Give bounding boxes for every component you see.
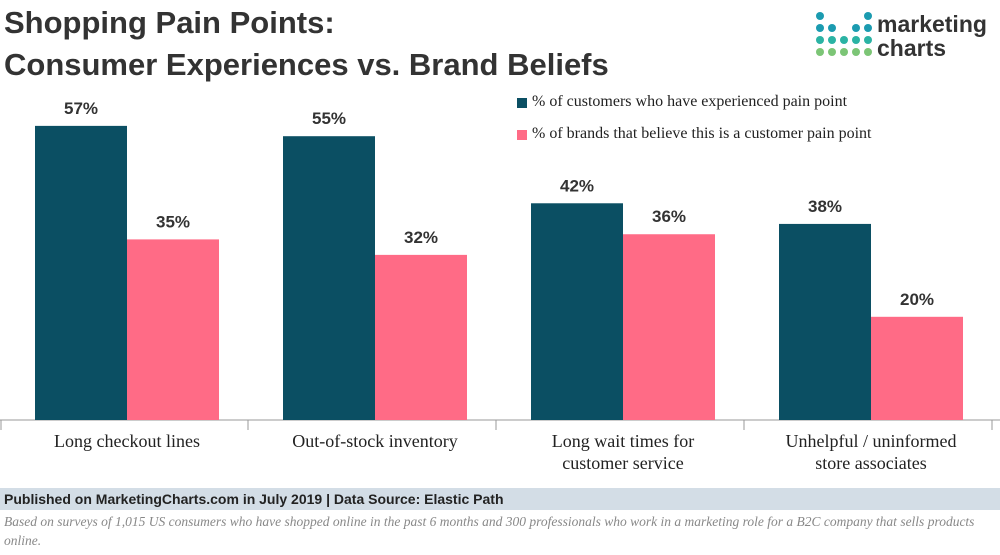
value-label: 57% bbox=[64, 99, 98, 118]
value-label: 32% bbox=[404, 228, 438, 247]
legend-swatch bbox=[517, 130, 527, 140]
value-label: 35% bbox=[156, 212, 190, 231]
value-label: 42% bbox=[560, 176, 594, 195]
value-label: 55% bbox=[312, 109, 346, 128]
chart-title: Shopping Pain Points: Consumer Experienc… bbox=[4, 5, 609, 82]
bar bbox=[623, 234, 715, 420]
source: Published on MarketingCharts.com in July… bbox=[0, 488, 1000, 510]
chart: 57% 55% 42% 38% 35% 32% 36% 20% bbox=[0, 12, 1000, 430]
bar bbox=[35, 125, 127, 420]
bar bbox=[531, 203, 623, 420]
legend-label: % of brands that believe this is a custo… bbox=[532, 125, 872, 142]
legend-swatch bbox=[517, 98, 527, 108]
note: Based on surveys of 1,015 US consumers w… bbox=[4, 514, 975, 548]
bar bbox=[283, 136, 375, 420]
logo-dots bbox=[816, 12, 872, 56]
bar bbox=[127, 239, 219, 420]
value-label: 20% bbox=[900, 290, 934, 309]
value-label: 38% bbox=[808, 197, 842, 216]
value-label: 36% bbox=[652, 207, 686, 226]
x-tick-label: Unhelpful / uninformed store associates bbox=[785, 431, 957, 473]
x-tick-label: Long wait times for customer service bbox=[551, 431, 695, 473]
bar bbox=[871, 316, 963, 420]
legend-label: % of customers who have experienced pain… bbox=[532, 93, 848, 110]
x-tick-label: Out-of-stock inventory bbox=[292, 431, 458, 451]
bar bbox=[375, 254, 467, 420]
logo-text: charts bbox=[877, 35, 947, 61]
logo-text: marketing bbox=[877, 11, 987, 37]
x-tick-label: Long checkout lines bbox=[54, 431, 200, 451]
bar bbox=[779, 223, 871, 420]
